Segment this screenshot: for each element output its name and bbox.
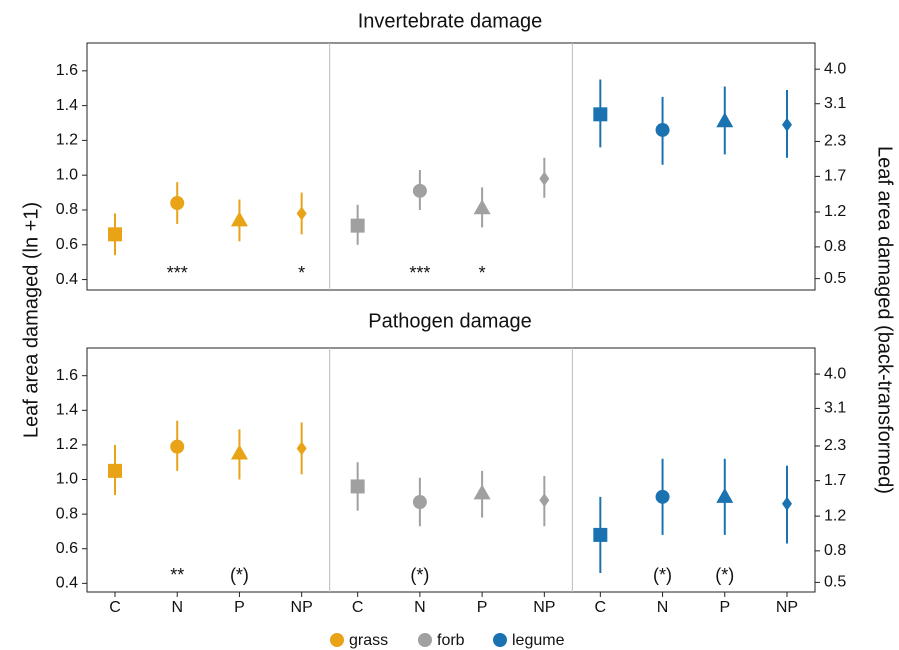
y-tick-label: 1.4 <box>56 97 78 114</box>
marker <box>473 484 491 500</box>
x-tick-label: C <box>352 599 364 616</box>
y-tick-label: 1.2 <box>56 132 78 149</box>
significance-label: (*) <box>653 565 672 585</box>
y-tick-label: 1.6 <box>56 62 78 79</box>
panel-title: Invertebrate damage <box>358 10 543 32</box>
x-tick-label: NP <box>533 599 555 616</box>
y-tick-label: 0.8 <box>56 201 78 218</box>
marker <box>108 227 122 242</box>
x-tick-label: NP <box>776 599 798 616</box>
marker <box>230 444 248 460</box>
marker <box>350 218 365 233</box>
legend-label: forb <box>437 632 465 649</box>
y2-tick-label: 2.3 <box>824 133 846 150</box>
y-tick-label: 0.8 <box>56 505 78 522</box>
y-tick-label: 1.0 <box>56 471 78 488</box>
y2-tick-label: 0.5 <box>824 574 846 591</box>
y2-tick-label: 3.1 <box>824 95 846 112</box>
marker <box>655 489 670 504</box>
y-tick-label: 1.0 <box>56 166 78 183</box>
y-tick-label: 0.6 <box>56 236 78 253</box>
marker <box>412 495 427 510</box>
marker <box>782 117 792 132</box>
x-tick-label: P <box>719 599 730 616</box>
marker <box>716 112 734 128</box>
y-tick-label: 0.6 <box>56 540 78 557</box>
significance-label: *** <box>409 263 430 283</box>
marker <box>412 183 427 198</box>
y2-tick-label: 2.3 <box>824 437 846 454</box>
y2-tick-label: 4.0 <box>824 60 846 77</box>
marker <box>170 439 185 454</box>
significance-label: (*) <box>715 565 734 585</box>
y2-tick-label: 4.0 <box>824 365 846 382</box>
panel-title: Pathogen damage <box>368 310 531 332</box>
marker <box>296 206 307 221</box>
marker <box>230 211 248 227</box>
marker <box>593 107 608 122</box>
legend-marker <box>493 633 507 647</box>
marker <box>655 122 670 137</box>
y2-tick-label: 3.1 <box>824 400 846 417</box>
marker <box>539 171 550 186</box>
y-tick-label: 0.4 <box>56 271 78 288</box>
legend-marker <box>418 633 432 647</box>
y2-tick-label: 0.5 <box>824 270 846 287</box>
marker <box>716 487 734 503</box>
marker <box>473 199 491 215</box>
panel-frame <box>86 347 816 593</box>
y-tick-label: 1.6 <box>56 367 78 384</box>
x-tick-label: P <box>234 599 245 616</box>
marker <box>593 527 608 542</box>
y2-axis-label: Leaf area damaged (back-transformed) <box>874 146 896 494</box>
significance-label: * <box>479 263 486 283</box>
marker <box>108 463 122 478</box>
y2-tick-label: 1.2 <box>824 203 846 220</box>
y2-tick-label: 1.7 <box>824 168 846 185</box>
y2-tick-label: 0.8 <box>824 542 846 559</box>
marker <box>170 196 185 211</box>
panel-frame <box>86 42 816 291</box>
y-tick-label: 1.4 <box>56 402 78 419</box>
x-tick-label: N <box>414 599 426 616</box>
x-tick-label: N <box>171 599 183 616</box>
x-tick-label: P <box>477 599 488 616</box>
legend-label: grass <box>349 632 388 649</box>
significance-label: *** <box>167 263 188 283</box>
significance-label: ** <box>170 565 184 585</box>
y2-tick-label: 1.2 <box>824 507 846 524</box>
x-tick-label: N <box>657 599 669 616</box>
x-tick-label: NP <box>291 599 313 616</box>
y-axis-label: Leaf area damaged (ln +1) <box>20 202 42 438</box>
significance-label: (*) <box>230 565 249 585</box>
marker <box>350 479 365 494</box>
marker <box>782 496 792 511</box>
legend-label: legume <box>512 632 565 649</box>
y2-tick-label: 1.7 <box>824 472 846 489</box>
significance-label: (*) <box>410 565 429 585</box>
y-tick-label: 0.4 <box>56 575 78 592</box>
marker <box>539 493 550 508</box>
x-tick-label: C <box>109 599 121 616</box>
y2-tick-label: 0.8 <box>824 238 846 255</box>
marker <box>296 441 307 456</box>
significance-label: * <box>298 263 305 283</box>
y-tick-label: 1.2 <box>56 436 78 453</box>
x-tick-label: C <box>595 599 607 616</box>
legend-marker <box>330 633 344 647</box>
